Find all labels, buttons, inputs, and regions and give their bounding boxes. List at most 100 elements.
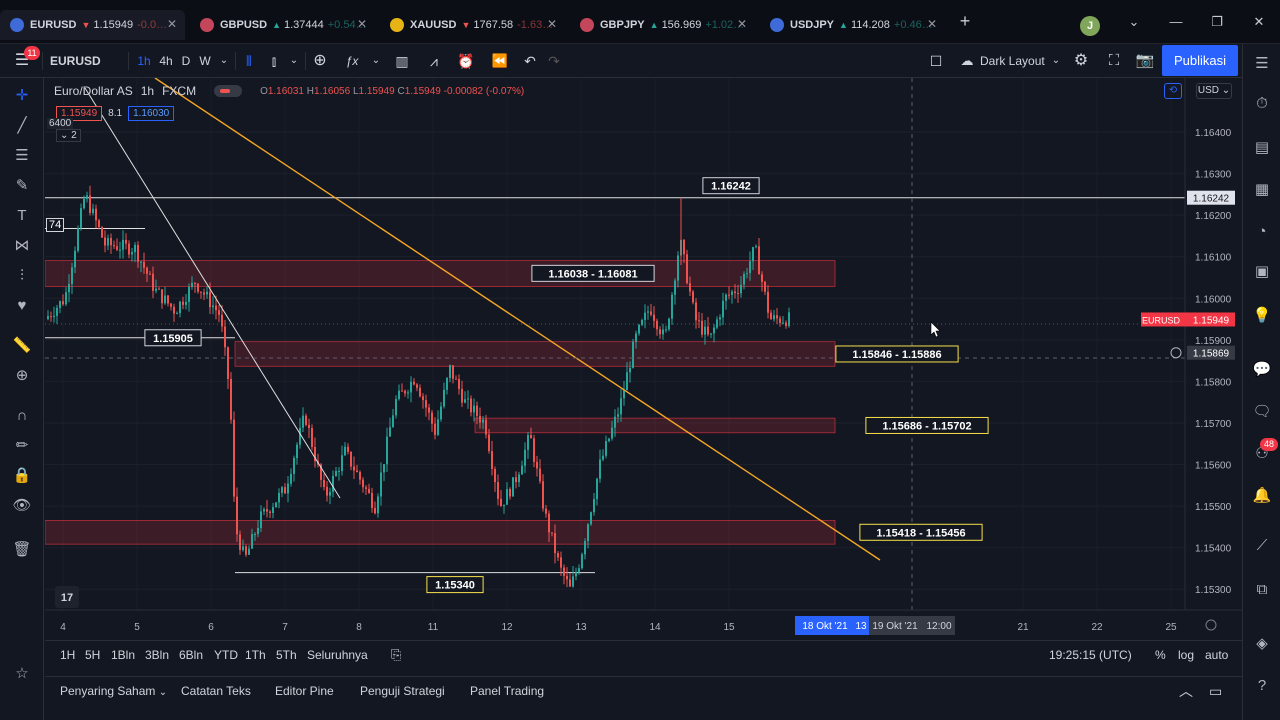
brush-icon[interactable]: ✎	[15, 177, 29, 194]
alert-clock-icon[interactable]: ⏰	[457, 53, 475, 69]
eye-icon[interactable]: 👁	[12, 497, 32, 514]
fullscreen-icon[interactable]: ⛶	[1108, 52, 1120, 69]
alerts-clock-icon[interactable]: ⏱	[1256, 95, 1268, 112]
trendline-orange[interactable]	[154, 78, 881, 561]
panel-trading[interactable]: Panel Trading	[470, 684, 545, 698]
templates-icon[interactable]: ▥	[395, 53, 409, 69]
range-all[interactable]: Seluruhnya	[307, 648, 368, 662]
annotation-box[interactable]	[531, 264, 655, 282]
publish-button[interactable]: Publikasi	[1162, 45, 1238, 76]
sync-icon[interactable]: ⟲	[1164, 83, 1182, 99]
alert-chart-icon[interactable]: ⩘	[430, 53, 438, 69]
add-alert-plus-icon[interactable]	[1170, 347, 1182, 359]
trash-icon[interactable]: 🗑	[12, 541, 32, 558]
star-icon[interactable]: ☆	[15, 665, 29, 682]
close-window-icon[interactable]: ✕	[1253, 14, 1265, 29]
lock-icon[interactable]: 🔒	[12, 467, 32, 484]
new-tab-icon[interactable]: +	[959, 11, 971, 31]
bid-price[interactable]: 1.15949	[56, 106, 103, 121]
undo-icon[interactable]: ↶	[524, 53, 536, 69]
date-range-calendar-icon[interactable]: ⎘	[391, 647, 402, 662]
ask-price[interactable]: 1.16030	[128, 106, 175, 121]
range-6bln[interactable]: 6Bln	[179, 648, 204, 662]
percent-scale-toggle[interactable]: %	[1155, 648, 1166, 662]
auto-scale-toggle[interactable]: auto	[1205, 648, 1229, 662]
browser-tab-usdjpy[interactable]: USDJPY ▲ 114.208 +0.46… ✕	[760, 10, 945, 40]
text-icon[interactable]: T	[17, 207, 27, 224]
trendline-white[interactable]	[84, 87, 341, 499]
time-axis[interactable]: 4 5 6 7 8 11 12 13 14 15 21 22 25 18 Okt '21 13 19 Okt …	[60, 616, 1217, 635]
zone-rect[interactable]	[45, 260, 836, 287]
panel-stock-screener[interactable]: Penyaring Saham ⌄	[60, 684, 168, 698]
hotlist-icon[interactable]: ◔	[1257, 223, 1267, 240]
bid-ask-box[interactable]: 1.15949 8.1 1.16030	[56, 106, 175, 121]
maximize-icon[interactable]: ❐	[1211, 14, 1223, 29]
price-axis[interactable]: 1.16400 1.16300 1.16200 1.16100 1.16000 1.159…	[1141, 128, 1235, 596]
dom-icon[interactable]: ⧉	[1256, 581, 1268, 598]
range-5h[interactable]: 5H	[85, 648, 101, 662]
data-window-icon[interactable]: ▦	[1254, 181, 1270, 198]
help-icon[interactable]: ?	[1257, 677, 1267, 694]
chat-icon[interactable]: 💬	[1252, 361, 1272, 378]
log-scale-toggle[interactable]: log	[1178, 648, 1195, 662]
zone-rect[interactable]	[45, 519, 836, 545]
zone-rect[interactable]	[234, 341, 836, 367]
zone-rect[interactable]	[474, 417, 836, 434]
compare-plus-icon[interactable]: ⊕	[313, 52, 327, 69]
browser-tab-gbpusd[interactable]: GBPUSD ▲ 1.37444 +0.54… ✕	[190, 10, 375, 40]
panel-text-notes[interactable]: Catatan Teks	[181, 684, 251, 698]
price-chart[interactable]: 1.16242 1.16038 - 1.16081 1.15905 1.15846 -…	[45, 78, 1242, 640]
fib-lines-icon[interactable]: ☰	[15, 147, 29, 164]
chevron-down-icon[interactable]: ⌄	[1128, 14, 1140, 29]
market-status-toggle[interactable]	[214, 85, 243, 97]
annotation-box[interactable]	[835, 345, 959, 363]
annotation-box[interactable]	[144, 329, 202, 347]
cloud-icon[interactable]: ☁	[960, 53, 974, 68]
interval-4h[interactable]: 4h	[159, 54, 173, 68]
annotation-box[interactable]	[702, 177, 760, 195]
ideas-bulb-icon[interactable]: 💡	[1252, 307, 1272, 324]
annotation-box[interactable]	[426, 576, 484, 594]
layout-square-icon[interactable]: ☐	[929, 53, 943, 69]
range-3bln[interactable]: 3Bln	[145, 648, 170, 662]
camera-icon[interactable]: 📷	[1135, 52, 1155, 69]
notifications-bell-icon[interactable]: 🔔	[1252, 487, 1272, 504]
pencil-lock-icon[interactable]: ✏	[15, 437, 29, 454]
annotation-box[interactable]	[865, 416, 989, 434]
prediction-icon[interactable]: ⫶	[20, 267, 24, 284]
browser-tab-xauusd[interactable]: XAUUSD ▼ 1767.58 -1.63… ✕	[380, 10, 565, 40]
close-tab-icon[interactable]: ✕	[356, 17, 368, 31]
browser-tab-gbpjpy[interactable]: GBPJPY ▲ 156.969 +1.02… ✕	[570, 10, 755, 40]
currency-selector[interactable]: USD ⌄	[1196, 83, 1232, 99]
replay-icon[interactable]: ⏪	[491, 53, 509, 68]
range-1bln[interactable]: 1Bln	[111, 648, 136, 662]
panel-strategy-tester[interactable]: Penguji Strategi	[360, 684, 445, 698]
chevron-up-icon[interactable]: ︿	[1179, 683, 1193, 699]
range-ytd[interactable]: YTD	[214, 648, 238, 662]
comments-icon[interactable]: 🗨	[1252, 403, 1272, 420]
maximize-panel-icon[interactable]: ▭	[1209, 683, 1223, 699]
trend-icon[interactable]: ⟋	[1256, 537, 1268, 554]
close-tab-icon[interactable]: ✕	[736, 17, 748, 31]
patterns-icon[interactable]: ⋈	[14, 237, 30, 254]
layers-icon[interactable]: ◈	[1256, 635, 1268, 652]
interval-w[interactable]: W	[199, 54, 211, 68]
magnet-icon[interactable]: ∩	[16, 407, 28, 424]
close-tab-icon[interactable]: ✕	[926, 17, 938, 31]
ruler-icon[interactable]: 📏	[12, 337, 32, 354]
interval-1h[interactable]: 1h	[137, 54, 151, 68]
range-1h[interactable]: 1H	[60, 648, 76, 662]
watchlist-icon[interactable]: ☰	[1255, 55, 1269, 72]
close-tab-icon[interactable]: ✕	[166, 17, 178, 31]
layout-name[interactable]: Dark Layout	[980, 54, 1045, 68]
chart-legend[interactable]: Euro/Dollar AS 1h FXCM O1.16031 H1.16056…	[54, 83, 524, 99]
trendline-icon[interactable]: ╱	[17, 117, 27, 134]
chevron-down-icon[interactable]: ⌄	[219, 55, 229, 66]
icons-heart-icon[interactable]: ♥	[17, 297, 27, 314]
redo-icon[interactable]: ↷	[548, 53, 560, 69]
chevron-down-icon[interactable]: ⌄	[371, 55, 381, 66]
interval-d[interactable]: D	[181, 54, 191, 68]
news-icon[interactable]: ▤	[1254, 139, 1270, 156]
zoom-icon[interactable]: ⊕	[15, 367, 29, 384]
crosshair-icon[interactable]: ✛	[15, 87, 29, 104]
